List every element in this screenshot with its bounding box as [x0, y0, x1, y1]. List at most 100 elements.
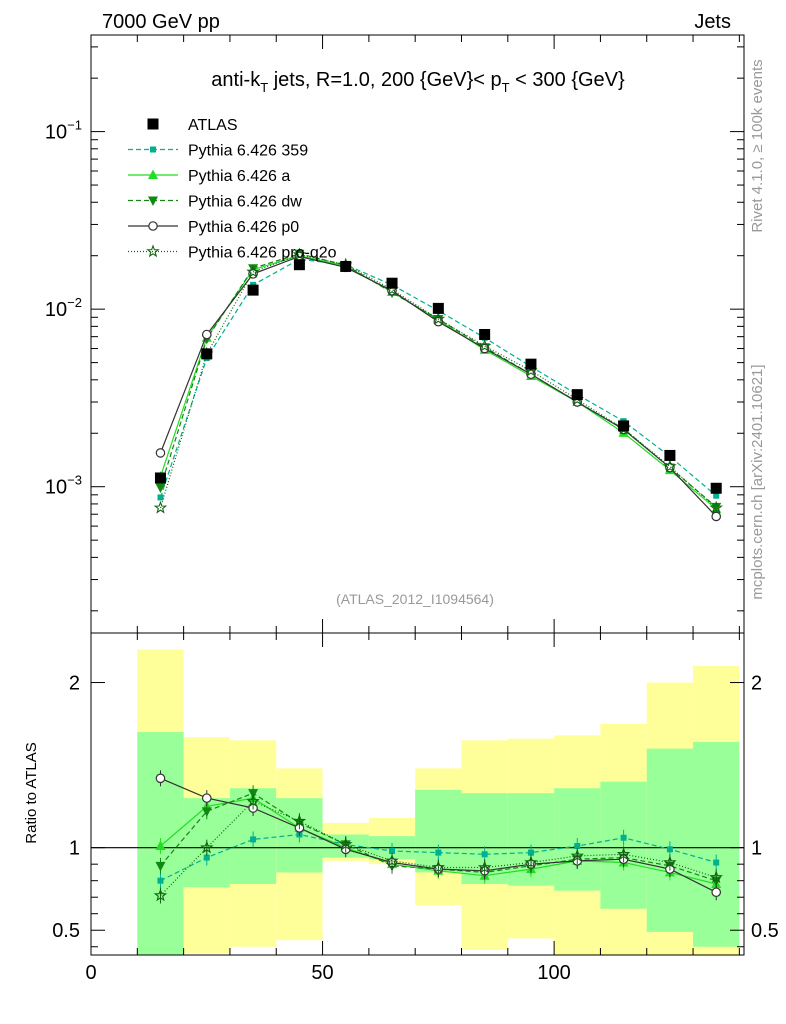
data-point [155, 448, 166, 458]
ratio-point [711, 887, 722, 898]
legend-label: ATLAS [188, 117, 238, 134]
legend-marker [150, 146, 156, 153]
legend-entry: Pythia 6.426 p0 [128, 219, 299, 236]
ratio-point [203, 854, 210, 861]
data-point [201, 329, 212, 340]
series-line [159, 255, 717, 517]
ratio-point [338, 837, 353, 851]
ratio-point [153, 888, 168, 902]
main-y-ticks: 10−1 10−2 10−3 [45, 46, 744, 612]
ratio-panel: 2 2 1 1 0.5 0.5 0 50 100 Ratio to ATLAS [23, 632, 779, 984]
series-line [159, 253, 717, 508]
ratio-series [153, 770, 723, 904]
ratio-x-ticks: 0 50 100 [85, 633, 740, 984]
ratio-y-ticks: 2 2 1 1 0.5 0.5 [52, 673, 779, 948]
green-band [646, 748, 694, 932]
legend-label: Pythia 6.426 dw [188, 194, 302, 211]
ratio-y-tick-label: 1 [69, 838, 80, 860]
legend-marker [147, 118, 159, 130]
ratio-y-tick-label: 0.5 [52, 920, 80, 942]
data-point [157, 494, 164, 501]
ratio-panel-frame [90, 632, 745, 956]
data-point [246, 264, 260, 278]
series-atlas [154, 259, 722, 494]
ratio-point [524, 855, 538, 869]
legend-entry: Pythia 6.426 dw [128, 194, 302, 211]
main-series [153, 247, 723, 522]
data-point [711, 511, 722, 522]
legend-marker [146, 244, 160, 258]
legend-label: Pythia 6.426 a [188, 168, 290, 185]
ratio-point [155, 773, 166, 784]
legend-label: Pythia 6.426 p0 [188, 219, 299, 236]
data-point [709, 500, 723, 514]
ratio-point [616, 847, 631, 860]
data-point [477, 338, 492, 352]
ratio-point [570, 848, 585, 862]
legend-entry: Pythia 6.426 a [128, 168, 290, 185]
data-point [525, 358, 537, 370]
data-point [571, 389, 583, 401]
data-point [431, 311, 446, 325]
green-band [693, 741, 740, 947]
data-point [248, 264, 259, 274]
data-point [340, 260, 352, 272]
data-point [432, 302, 444, 314]
data-point [479, 328, 491, 340]
legend-entry: Pythia 6.426 359 [128, 143, 308, 160]
ratio-point [246, 794, 260, 808]
ratio-point [155, 861, 166, 872]
series-line [159, 255, 717, 510]
x-tick-label: 100 [537, 962, 570, 984]
data-point [713, 492, 720, 499]
series-line [159, 253, 717, 509]
data-point [293, 259, 305, 271]
ratio-point [527, 849, 534, 856]
legend-entry: Pythia 6.426 pro-q2o [128, 244, 337, 262]
series-pythia-6-426-a [155, 250, 722, 513]
x-tick-label: 0 [85, 962, 96, 984]
ratio-y-tick-label-right: 1 [751, 838, 762, 860]
ratio-point [292, 814, 307, 827]
ratio-uncertainty-bands [91, 649, 744, 955]
ratio-point [201, 793, 212, 803]
main-y-tick-label: 10−1 [45, 118, 82, 144]
data-point [153, 500, 168, 514]
ratio-series-pythia-6-426-pro-q2o [153, 793, 723, 904]
ratio-point [477, 860, 492, 874]
legend-marker [148, 221, 158, 231]
ratio-point [620, 834, 627, 841]
ratio-point [435, 849, 442, 856]
data-point [154, 472, 166, 484]
legend-entry: ATLAS [147, 117, 238, 134]
ratio-point [431, 860, 446, 874]
ratio-point [250, 836, 257, 843]
header-category-label: Jets [694, 11, 731, 33]
legend-label: Pythia 6.426 pro-q2o [188, 245, 337, 262]
main-panel: 10−1 10−2 10−3 anti-kT jets, R=1.0, 200 {G… [45, 34, 745, 634]
data-point [618, 420, 630, 432]
series-line [159, 258, 717, 498]
ratio-point [389, 847, 396, 854]
ratio-y-tick-label-right: 0.5 [751, 920, 779, 942]
ratio-point [157, 877, 164, 884]
ratio-point [481, 851, 488, 858]
legend-label: Pythia 6.426 359 [188, 143, 308, 160]
main-y-tick-label: 10−2 [45, 295, 82, 321]
analysis-label: (ATLAS_2012_I1094564) [336, 591, 494, 607]
x-tick-label: 50 [311, 962, 333, 984]
ratio-point [155, 840, 166, 851]
ratio-point [666, 846, 673, 853]
ratio-point [385, 853, 399, 867]
main-x-ticks [90, 35, 740, 633]
legend: ATLAS Pythia 6.426 359 Pythia 6.426 a Pythi… [128, 117, 337, 262]
header-energy-label: 7000 GeV pp [102, 11, 220, 33]
ratio-y-tick-label: 2 [69, 673, 80, 695]
ratio-point [200, 840, 214, 854]
data-point [201, 348, 213, 360]
ratio-point [574, 843, 581, 850]
main-y-tick-label: 10−3 [45, 473, 82, 499]
plot-title: anti-kT jets, R=1.0, 200 {GeV}< pT < 300… [211, 69, 625, 95]
data-point [292, 247, 307, 261]
